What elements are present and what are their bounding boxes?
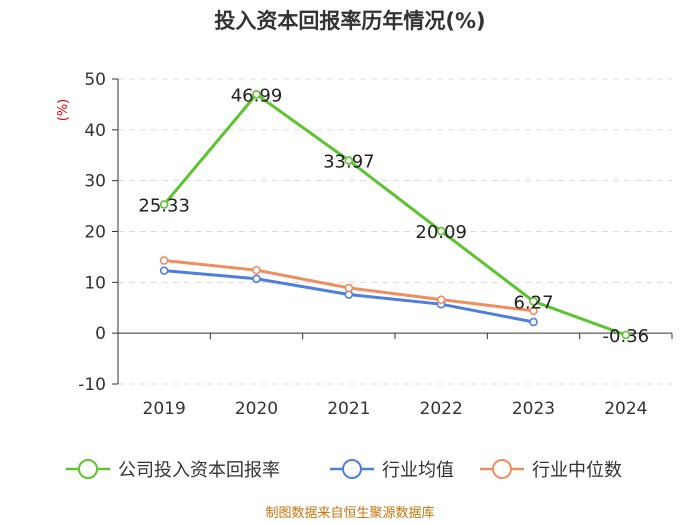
- data-point: [529, 317, 538, 327]
- data-point: [159, 266, 169, 275]
- legend-marker: [342, 459, 362, 479]
- data-point: [621, 330, 631, 340]
- legend-item[interactable]: 行业均值: [330, 459, 454, 481]
- data-label: 46.99: [231, 85, 283, 106]
- data-labels: 25.33 46.99 33.97 20.09 6.27 -0.36: [138, 85, 649, 347]
- grid: [118, 78, 672, 385]
- data-point: [529, 306, 538, 316]
- data-point: [344, 156, 354, 165]
- y-tick-label: 50: [84, 70, 106, 90]
- legend-item[interactable]: 行业中位数: [480, 459, 622, 481]
- data-label: 20.09: [415, 222, 467, 243]
- data-label: -0.36: [603, 326, 650, 347]
- legend-marker: [78, 459, 98, 479]
- legend-marker: [492, 459, 512, 479]
- data-point: [252, 274, 261, 284]
- series-line: [163, 92, 627, 337]
- data-point: [252, 90, 261, 99]
- series: [159, 90, 631, 340]
- data-point: [159, 200, 169, 209]
- legend[interactable]: 公司投入资本回报率 行业均值 行业中位数: [66, 459, 622, 481]
- x-tick-label: 2023: [512, 399, 555, 419]
- y-tick-label: 30: [84, 172, 106, 192]
- legend-label: 公司投入资本回报率: [118, 460, 280, 481]
- y-tick-label: -10: [78, 375, 106, 395]
- data-point: [159, 256, 169, 265]
- x-tick-label: 2020: [235, 399, 278, 419]
- y-tick-label: 0: [95, 324, 106, 344]
- axes: 50 40 30 20 10 0 -10 2019 2020 2021 2022 2023 2024: [78, 70, 673, 419]
- y-tick-label: 20: [84, 223, 106, 243]
- y-axis-label: (%): [56, 99, 71, 122]
- legend-label: 行业中位数: [532, 460, 622, 481]
- legend-label: 行业均值: [382, 460, 454, 481]
- x-tick-label: 2022: [420, 399, 463, 419]
- data-label: 33.97: [323, 151, 375, 172]
- source-note: 制图数据来自恒生聚源数据库: [265, 505, 434, 521]
- x-tick-label: 2019: [143, 399, 186, 419]
- x-tick-label: 2021: [327, 399, 370, 419]
- data-point: [529, 296, 538, 306]
- data-point: [436, 226, 446, 236]
- data-label: 25.33: [138, 195, 190, 216]
- data-point: [436, 295, 446, 304]
- data-label: 6.27: [513, 292, 553, 313]
- data-point: [252, 265, 261, 275]
- chart-title: 投入资本回报率历年情况(%): [214, 9, 485, 33]
- y-tick-label: 40: [84, 121, 106, 141]
- data-point: [344, 283, 354, 293]
- legend-item[interactable]: 公司投入资本回报率: [66, 459, 280, 481]
- x-tick-label: 2024: [604, 399, 647, 419]
- y-tick-label: 10: [84, 273, 106, 293]
